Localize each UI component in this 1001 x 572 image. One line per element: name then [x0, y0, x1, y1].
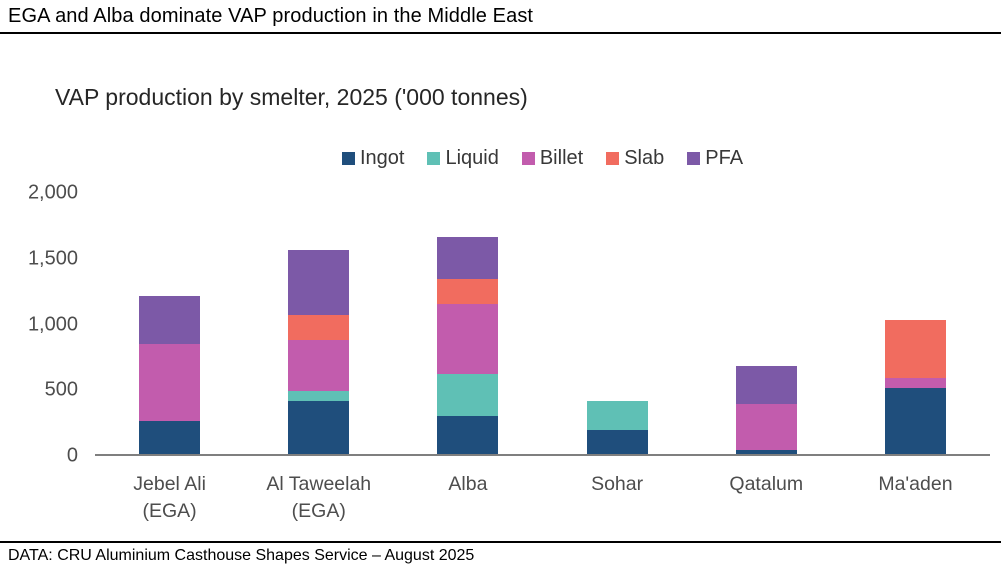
bar-segment-pfa [437, 237, 499, 280]
bar-segment-billet [735, 404, 797, 451]
bar-segment-slab [288, 314, 350, 340]
report-title: EGA and Alba dominate VAP production in … [8, 5, 534, 27]
bar-segment-liquid [288, 390, 350, 402]
x-axis-label-line: (EGA) [291, 500, 346, 523]
bar-segment-ingot [288, 401, 350, 454]
bar-segment-slab [884, 319, 946, 378]
y-tick-label: 500 [44, 378, 78, 401]
y-tick-label: 0 [66, 444, 78, 467]
y-tick-label: 1,500 [27, 247, 78, 270]
x-axis-label-line: Al Taweelah [266, 473, 372, 495]
bar-slot-al-taweelah [244, 193, 393, 454]
x-axis-label-al-taweelah: Al Taweelah (EGA) [244, 471, 393, 526]
stacked-bar-ma-aden [884, 319, 946, 454]
legend-item-billet: Billet [521, 147, 584, 170]
bar-slot-jebel-ali [95, 193, 244, 454]
legend-label: Liquid [445, 147, 499, 169]
bar-slot-alba [393, 193, 542, 454]
legend-swatch-icon [521, 152, 535, 165]
legend-label: Billet [539, 147, 584, 169]
bar-segment-pfa [139, 296, 201, 344]
y-tick-label: 2,000 [27, 181, 78, 204]
plot-area [95, 193, 990, 456]
legend-swatch-icon [687, 152, 701, 165]
stacked-bar-qatalum [735, 365, 797, 454]
x-axis-label-ma-aden: Ma'aden [841, 471, 990, 526]
legend-swatch-icon [341, 152, 355, 165]
x-axis-label-qatalum: Qatalum [692, 471, 841, 526]
stacked-bar-al-taweelah [288, 250, 350, 454]
bar-segment-ingot [884, 388, 946, 454]
bar-segment-billet [884, 377, 946, 389]
bar-segment-pfa [735, 365, 797, 405]
bar-segment-ingot [139, 421, 201, 454]
x-axis-label-line: Qatalum [729, 473, 804, 495]
legend-swatch-icon [606, 152, 620, 165]
x-axis: Jebel Ali (EGA) Al Taweelah (EGA) Alba Sohar Q… [95, 471, 990, 526]
bar-segment-ingot [735, 450, 797, 454]
stacked-bar-alba [437, 237, 499, 454]
bar-segment-liquid [586, 401, 648, 431]
bar-slot-ma-aden [841, 193, 990, 454]
legend-label: PFA [705, 147, 744, 169]
data-source-note: DATA: CRU Aluminium Casthouse Shapes Ser… [8, 547, 475, 564]
bar-segment-liquid [437, 373, 499, 416]
bar-slot-qatalum [692, 193, 841, 454]
bar-segment-ingot [586, 430, 648, 454]
legend-label: Slab [624, 147, 665, 169]
legend-item-ingot: Ingot [341, 147, 405, 170]
chart-legend: Ingot Liquid Billet Slab PFA [95, 147, 990, 170]
chart-title: VAP production by smelter, 2025 ('000 to… [55, 84, 528, 110]
x-axis-label-line: Alba [448, 473, 488, 495]
x-axis-label-line: Jebel Ali [133, 473, 206, 495]
report-footer: DATA: CRU Aluminium Casthouse Shapes Ser… [0, 541, 1001, 565]
bar-segment-billet [139, 343, 201, 422]
bar-segment-ingot [437, 415, 499, 454]
y-tick-label: 1,000 [27, 313, 78, 335]
x-axis-label-line: Sohar [591, 473, 644, 495]
legend-item-slab: Slab [606, 147, 664, 170]
x-axis-label-jebel-ali: Jebel Ali (EGA) [95, 471, 244, 526]
bar-segment-pfa [288, 250, 350, 315]
y-axis: 0 500 1,000 1,500 2,000 [0, 182, 78, 467]
stacked-bar-jebel-ali [139, 296, 201, 454]
legend-label: Ingot [359, 147, 405, 169]
legend-item-liquid: Liquid [427, 147, 499, 170]
bar-slot-sohar [543, 193, 692, 454]
stacked-bar-sohar [586, 401, 648, 454]
legend-item-pfa: PFA [687, 147, 743, 170]
bar-segment-slab [437, 279, 499, 305]
x-axis-label-line: Ma'aden [878, 473, 953, 495]
report-header: EGA and Alba dominate VAP production in … [0, 0, 1001, 34]
x-axis-label-alba: Alba [393, 471, 542, 526]
bar-segment-billet [288, 339, 350, 391]
x-axis-label-sohar: Sohar [543, 471, 692, 526]
legend-swatch-icon [427, 152, 441, 165]
x-axis-label-line: (EGA) [142, 500, 197, 523]
bar-segment-billet [437, 304, 499, 374]
